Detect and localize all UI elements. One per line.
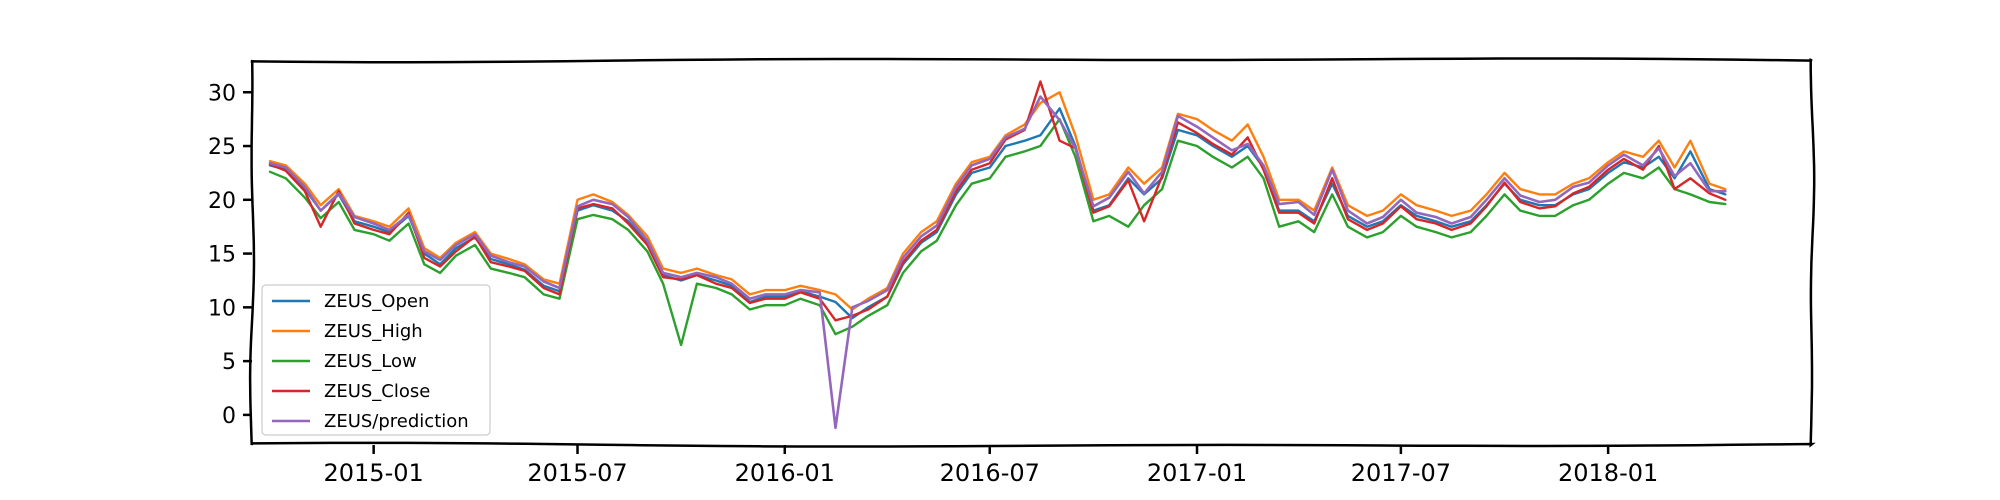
y-axis: 0 5 10 15 20 25 30 xyxy=(208,81,252,429)
y-tick-label: 5 xyxy=(222,350,236,375)
series-line-zeus-high xyxy=(268,91,1727,311)
y-tick-label: 30 xyxy=(208,81,236,106)
y-tick-label: 20 xyxy=(208,189,236,214)
x-tick-label: 2016-01 xyxy=(735,459,835,487)
series-line-zeus-low xyxy=(268,117,1727,347)
legend-label: ZEUS_Low xyxy=(324,351,417,372)
y-tick-label: 25 xyxy=(208,135,236,160)
legend-label: ZEUS_High xyxy=(324,321,423,342)
series-line-zeus-prediction xyxy=(268,95,1727,430)
plot-lines xyxy=(268,80,1727,430)
x-tick-label: 2017-07 xyxy=(1351,459,1451,487)
y-tick-label: 10 xyxy=(208,296,236,321)
legend-label: ZEUS_Close xyxy=(324,381,430,402)
plot-frame xyxy=(248,57,1816,448)
legend-box xyxy=(261,284,491,436)
legend-label: ZEUS_Open xyxy=(324,291,429,312)
series-line-zeus-close xyxy=(268,80,1727,322)
x-tick-label: 2015-07 xyxy=(527,459,627,487)
x-tick-label: 2015-01 xyxy=(324,459,424,487)
x-tick-label: 2018-01 xyxy=(1558,459,1658,487)
legend-label: ZEUS/prediction xyxy=(324,411,469,432)
x-tick-label: 2016-07 xyxy=(940,459,1040,487)
x-axis: 2015-01 2015-07 2016-01 2016-07 2017-01 2017-… xyxy=(324,445,1658,487)
y-tick-label: 15 xyxy=(208,243,236,268)
legend: ZEUS_Open ZEUS_High ZEUS_Low ZEUS_Close ZEUS… xyxy=(261,284,491,436)
x-tick-label: 2017-01 xyxy=(1147,459,1247,487)
y-tick-label: 0 xyxy=(222,404,236,429)
